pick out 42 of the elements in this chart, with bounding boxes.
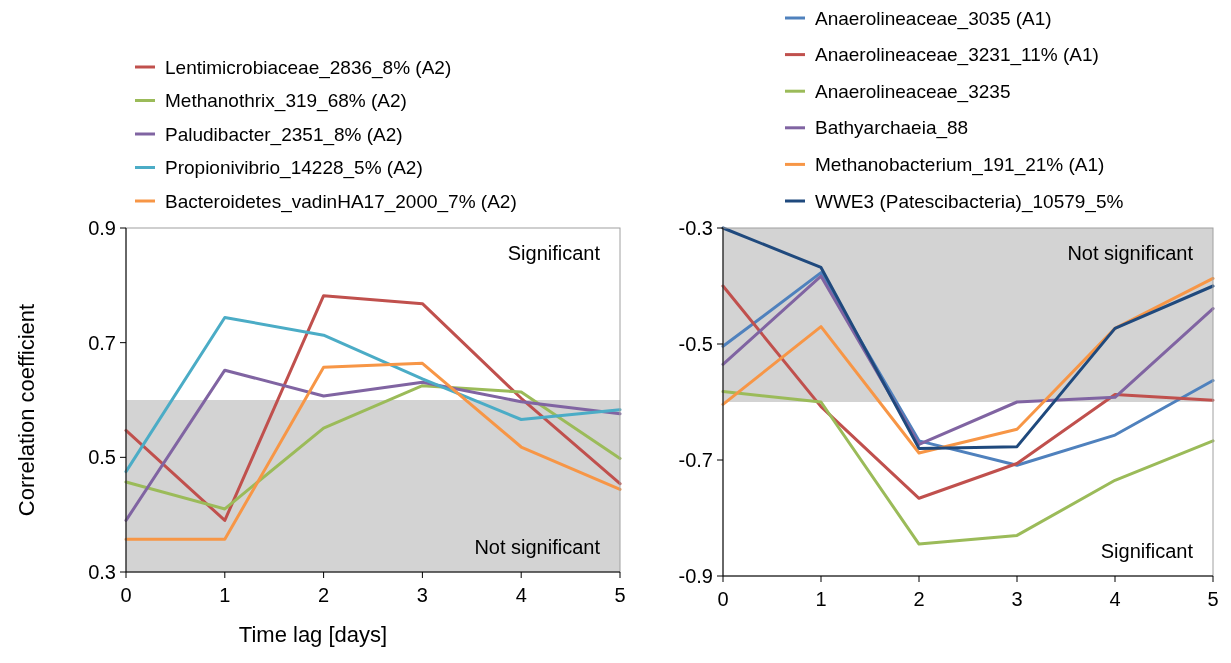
y-tick-label: 0.9 [88, 217, 116, 239]
band-label: Not significant [474, 536, 601, 558]
legend-label: Methanobacterium_191_21% (A1) [815, 154, 1105, 177]
legend-label: Propionivibrio_14228_5% (A2) [165, 157, 423, 180]
annotation: Significant [507, 242, 601, 264]
line-series [721, 226, 1215, 450]
x-tick-label: 3 [416, 584, 428, 606]
y-tick-label: -0.7 [678, 449, 713, 471]
line-series [721, 284, 1215, 500]
x-tick-label: 2 [318, 584, 330, 606]
y-tick-label: 0.3 [88, 561, 116, 583]
annotation: Significant [1100, 540, 1194, 562]
x-tick-label: 5 [1207, 588, 1219, 610]
legend-label: Anaerolineaceae_3231_11% (A1) [815, 44, 1099, 67]
legend-label: Lentimicrobiaceae_2836_8% (A2) [165, 56, 452, 79]
y-tick-label: 0.5 [88, 446, 116, 469]
y-axis-title: Correlation coefficient [14, 303, 39, 517]
x-tick-label: 1 [815, 588, 827, 610]
x-tick-label: 5 [614, 584, 626, 606]
x-tick-label: 0 [717, 588, 729, 610]
legend-label: Anaerolineaceae_3035 (A1) [815, 7, 1052, 30]
x-tick-label: 4 [1109, 588, 1121, 610]
legend-label: Anaerolineaceae_3235 [815, 80, 1011, 103]
line-series [124, 315, 622, 474]
y-tick-label: -0.3 [678, 217, 713, 239]
legend-label: Paludibacter_2351_8% (A2) [165, 123, 403, 146]
x-tick-label: 1 [219, 584, 231, 606]
band-label: Not significant [1067, 242, 1194, 264]
legend-label: Bathyarchaeia_88 [815, 117, 969, 140]
x-tick-label: 0 [120, 584, 132, 606]
x-axis-title: Time lag [days] [238, 622, 388, 647]
y-tick-label: -0.5 [678, 333, 713, 355]
y-tick-label: -0.9 [678, 565, 713, 587]
x-tick-label: 3 [1011, 588, 1023, 610]
line-series [124, 294, 622, 522]
legend-label: Bacteroidetes_vadinHA17_2000_7% (A2) [165, 190, 517, 213]
legend-label: Methanothrix_319_68% (A2) [165, 90, 407, 113]
x-tick-label: 4 [515, 584, 527, 606]
x-tick-label: 2 [913, 588, 925, 610]
legend-label: WWE3 (Patescibacteria)_10579_5% [815, 190, 1124, 213]
y-tick-label: 0.7 [88, 331, 116, 354]
line-series [124, 384, 622, 511]
